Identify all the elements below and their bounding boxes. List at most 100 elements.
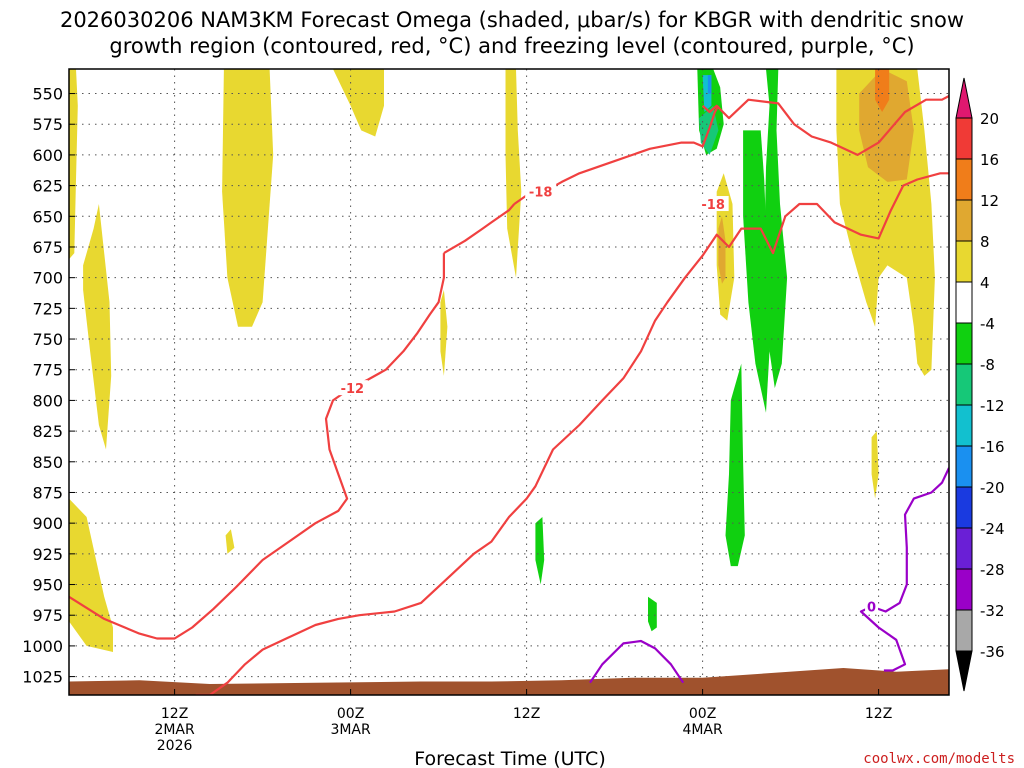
omega-area-19 bbox=[648, 596, 657, 632]
x-tick-label-12-0: 12Z bbox=[161, 706, 188, 722]
y-tick-label-575: 575 bbox=[32, 115, 63, 134]
omega-area-6 bbox=[440, 289, 448, 376]
omega-area-5 bbox=[225, 529, 235, 554]
omega-area-16 bbox=[743, 130, 770, 413]
y-tick-label-850: 850 bbox=[32, 453, 63, 472]
y-tick-label-700: 700 bbox=[32, 269, 63, 288]
x-axis-label: Forecast Time (UTC) bbox=[414, 748, 605, 768]
y-tick-label-825: 825 bbox=[32, 422, 63, 441]
x-tick-label-32-0: 12Z bbox=[513, 706, 540, 722]
colorbar-label--16: -16 bbox=[980, 438, 1005, 456]
credit-text: coolwx.com/modelts bbox=[863, 751, 1015, 767]
colorbar-segment-16-to-20 bbox=[955, 117, 973, 160]
y-tick-label-900: 900 bbox=[32, 514, 63, 533]
colorbar-label--8: -8 bbox=[980, 356, 995, 374]
colorbar-over-triangle bbox=[955, 77, 973, 119]
y-tick-label-725: 725 bbox=[32, 299, 63, 318]
colorbar: -36 -32 -28 -24 -20 -16 -12 -8 -4 4 8 12 16 20 bbox=[955, 77, 1005, 692]
omega-shading bbox=[69, 69, 935, 652]
colorbar-label--4: -4 bbox=[980, 315, 995, 333]
x-tick-label-42-1: 4MAR bbox=[682, 722, 723, 738]
temp-contour-3 bbox=[195, 172, 949, 695]
chart-title-line-2: growth region (contoured, red, °C) and f… bbox=[109, 34, 914, 58]
omega-area-0 bbox=[69, 69, 78, 260]
freezing-contour-1-label-bg bbox=[865, 598, 879, 614]
y-tick-label-550: 550 bbox=[32, 85, 63, 104]
freezing-contour-1 bbox=[859, 467, 949, 672]
omega-area-17 bbox=[725, 363, 745, 567]
colorbar-label--36: -36 bbox=[980, 643, 1005, 661]
colorbar-label--24: -24 bbox=[980, 520, 1005, 538]
temp-contour-0-label-bg bbox=[525, 183, 557, 199]
omega-area-10 bbox=[871, 431, 879, 499]
contours: -18 -18 -12 0 bbox=[69, 95, 949, 695]
colorbar-segment--28-to--24 bbox=[955, 527, 973, 570]
colorbar-segment--32-to--28 bbox=[955, 568, 973, 611]
y-tick-label-1000: 1000 bbox=[22, 637, 63, 656]
colorbar-label-16: 16 bbox=[980, 151, 999, 169]
colorbar-label-12: 12 bbox=[980, 192, 999, 210]
y-tick-label-675: 675 bbox=[32, 238, 63, 257]
temp-contour-1-label-bg bbox=[697, 196, 729, 212]
x-tick-label-42-0: 00Z bbox=[689, 706, 716, 722]
x-tick-label-52-0: 12Z bbox=[865, 706, 892, 722]
colorbar-segment-12-to-16 bbox=[955, 158, 973, 201]
colorbar-label--28: -28 bbox=[980, 561, 1005, 579]
plot-area: -18 -18 -12 0 bbox=[69, 69, 949, 695]
plot-frame bbox=[68, 68, 950, 696]
chart-title-line-1: 2026030206 NAM3KM Forecast Omega (shaded… bbox=[60, 8, 964, 32]
colorbar-label-4: 4 bbox=[980, 274, 990, 292]
temp-contour-1-label: -18 bbox=[701, 198, 725, 213]
colorbar-label--32: -32 bbox=[980, 602, 1005, 620]
colorbar-segment--20-to--16 bbox=[955, 445, 973, 488]
y-tick-label-750: 750 bbox=[32, 330, 63, 349]
y-axis: 550 575 600 625 650 675 700 725 750 775 800 825 850 8… bbox=[22, 85, 75, 687]
y-tick-label-1025: 1025 bbox=[22, 668, 63, 687]
colorbar-label--20: -20 bbox=[980, 479, 1005, 497]
temp-contour-0 bbox=[701, 95, 949, 156]
colorbar-segment--16-to--12 bbox=[955, 404, 973, 447]
temp-contour-2-label: -12 bbox=[341, 382, 365, 397]
omega-area-4 bbox=[333, 69, 384, 137]
colorbar-under-triangle bbox=[955, 650, 973, 692]
omega-area-11 bbox=[859, 69, 914, 182]
freezing-contour-1-label: 0 bbox=[867, 601, 876, 616]
y-tick-label-600: 600 bbox=[32, 146, 63, 165]
x-tick-label-22-1: 3MAR bbox=[330, 722, 371, 738]
terrain-ground bbox=[69, 668, 949, 695]
x-tick-label-22-0: 00Z bbox=[337, 706, 364, 722]
y-tick-label-800: 800 bbox=[32, 391, 63, 410]
colorbar-segment--36-to--32 bbox=[955, 609, 973, 652]
y-tick-label-775: 775 bbox=[32, 361, 63, 380]
x-tick-label-12-1: 2MAR bbox=[154, 722, 195, 738]
x-tick-label-12-2: 2026 bbox=[157, 738, 193, 754]
y-tick-label-625: 625 bbox=[32, 177, 63, 196]
colorbar-segment--24-to--20 bbox=[955, 486, 973, 529]
temp-contour-1 bbox=[443, 203, 516, 255]
temp-contour-0-label: -18 bbox=[529, 186, 553, 201]
colorbar-segment-4-to-8 bbox=[955, 240, 973, 283]
omega-area-3 bbox=[222, 69, 274, 327]
y-tick-label-950: 950 bbox=[32, 576, 63, 595]
colorbar-label-8: 8 bbox=[980, 233, 990, 251]
colorbar-label-20: 20 bbox=[980, 110, 999, 128]
omega-area-1 bbox=[83, 204, 112, 450]
colorbar-segment--12-to--8 bbox=[955, 363, 973, 406]
y-tick-label-975: 975 bbox=[32, 606, 63, 625]
y-tick-label-650: 650 bbox=[32, 207, 63, 226]
y-tick-label-875: 875 bbox=[32, 483, 63, 502]
y-tick-label-925: 925 bbox=[32, 545, 63, 564]
omega-area-2 bbox=[69, 498, 113, 652]
omega-area-12 bbox=[718, 216, 726, 284]
omega-area-15 bbox=[764, 69, 788, 389]
omega-area-13 bbox=[875, 69, 890, 112]
colorbar-segment-8-to-12 bbox=[955, 199, 973, 242]
temp-contour-2-label-bg bbox=[336, 380, 368, 396]
colorbar-segment--4-to-4 bbox=[955, 281, 973, 324]
terrain bbox=[69, 668, 949, 695]
freezing-contour-0 bbox=[589, 639, 685, 684]
colorbar-segment--8-to--4 bbox=[955, 322, 973, 365]
temp-contour-2 bbox=[69, 253, 445, 640]
